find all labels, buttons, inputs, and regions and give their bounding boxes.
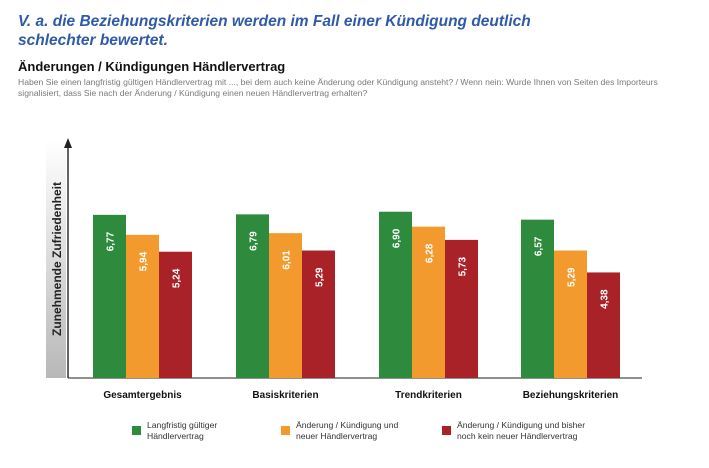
x-tick-label-3: Beziehungskriterien bbox=[523, 390, 619, 401]
legend-item-0: Langfristig gültiger Händlervertrag bbox=[132, 420, 217, 442]
legend-swatch-2 bbox=[442, 426, 451, 435]
data-label-0-1: 5,94 bbox=[139, 251, 150, 271]
data-label-3-2: 4,38 bbox=[600, 289, 611, 309]
headline: V. a. die Beziehungskriterien werden im … bbox=[18, 13, 531, 49]
bar-3-1 bbox=[554, 250, 587, 378]
legend-label-1: Änderung / Kündigung und neuer Händlerve… bbox=[296, 420, 399, 441]
data-label-0-0: 6,77 bbox=[106, 231, 117, 251]
bar-1-2 bbox=[302, 250, 335, 378]
legend-label-2: Änderung / Kündigung und bisher noch kei… bbox=[457, 420, 586, 441]
data-label-2-0: 6,90 bbox=[392, 228, 403, 248]
x-tick-label-1: Basiskriterien bbox=[252, 390, 318, 401]
y-axis-arrow bbox=[64, 138, 72, 148]
x-tick-label-2: Trendkriterien bbox=[395, 390, 462, 401]
bar-1-0 bbox=[236, 214, 269, 378]
bar-2-1 bbox=[412, 226, 445, 378]
legend-item-2: Änderung / Kündigung und bisher noch kei… bbox=[442, 420, 585, 442]
x-tick-label-0: Gesamtergebnis bbox=[103, 390, 182, 401]
data-label-1-0: 6,79 bbox=[249, 231, 260, 251]
legend-swatch-0 bbox=[132, 426, 141, 435]
legend-label-0: Langfristig gültiger Händlervertrag bbox=[147, 420, 218, 441]
survey-question: Haben Sie einen langfristig gültigen Hän… bbox=[18, 77, 658, 98]
bar-2-0 bbox=[379, 211, 412, 378]
data-label-1-1: 6,01 bbox=[282, 250, 293, 270]
bar-0-1 bbox=[126, 234, 159, 378]
bar-1-1 bbox=[269, 233, 302, 378]
y-axis-band bbox=[46, 140, 66, 378]
data-label-3-1: 5,29 bbox=[567, 267, 578, 287]
data-label-0-2: 5,24 bbox=[172, 268, 183, 288]
bar-3-0 bbox=[521, 219, 554, 378]
data-label-1-2: 5,29 bbox=[315, 267, 326, 287]
bar-2-2 bbox=[445, 239, 478, 378]
bar-0-2 bbox=[159, 251, 192, 378]
bar-3-2 bbox=[587, 272, 620, 378]
y-axis-label: Zunehmende Zufriedenheit bbox=[50, 182, 64, 336]
data-label-2-1: 6,28 bbox=[425, 243, 436, 263]
legend: Langfristig gültiger Händlervertrag Änder… bbox=[0, 420, 709, 460]
data-label-3-0: 6,57 bbox=[534, 236, 545, 256]
data-label-2-2: 5,73 bbox=[458, 256, 469, 276]
bar-0-0 bbox=[93, 214, 126, 378]
legend-swatch-1 bbox=[281, 426, 290, 435]
legend-item-1: Änderung / Kündigung und neuer Händlerve… bbox=[281, 420, 398, 442]
chart-subtitle: Änderungen / Kündigungen Händlervertrag bbox=[18, 59, 286, 74]
